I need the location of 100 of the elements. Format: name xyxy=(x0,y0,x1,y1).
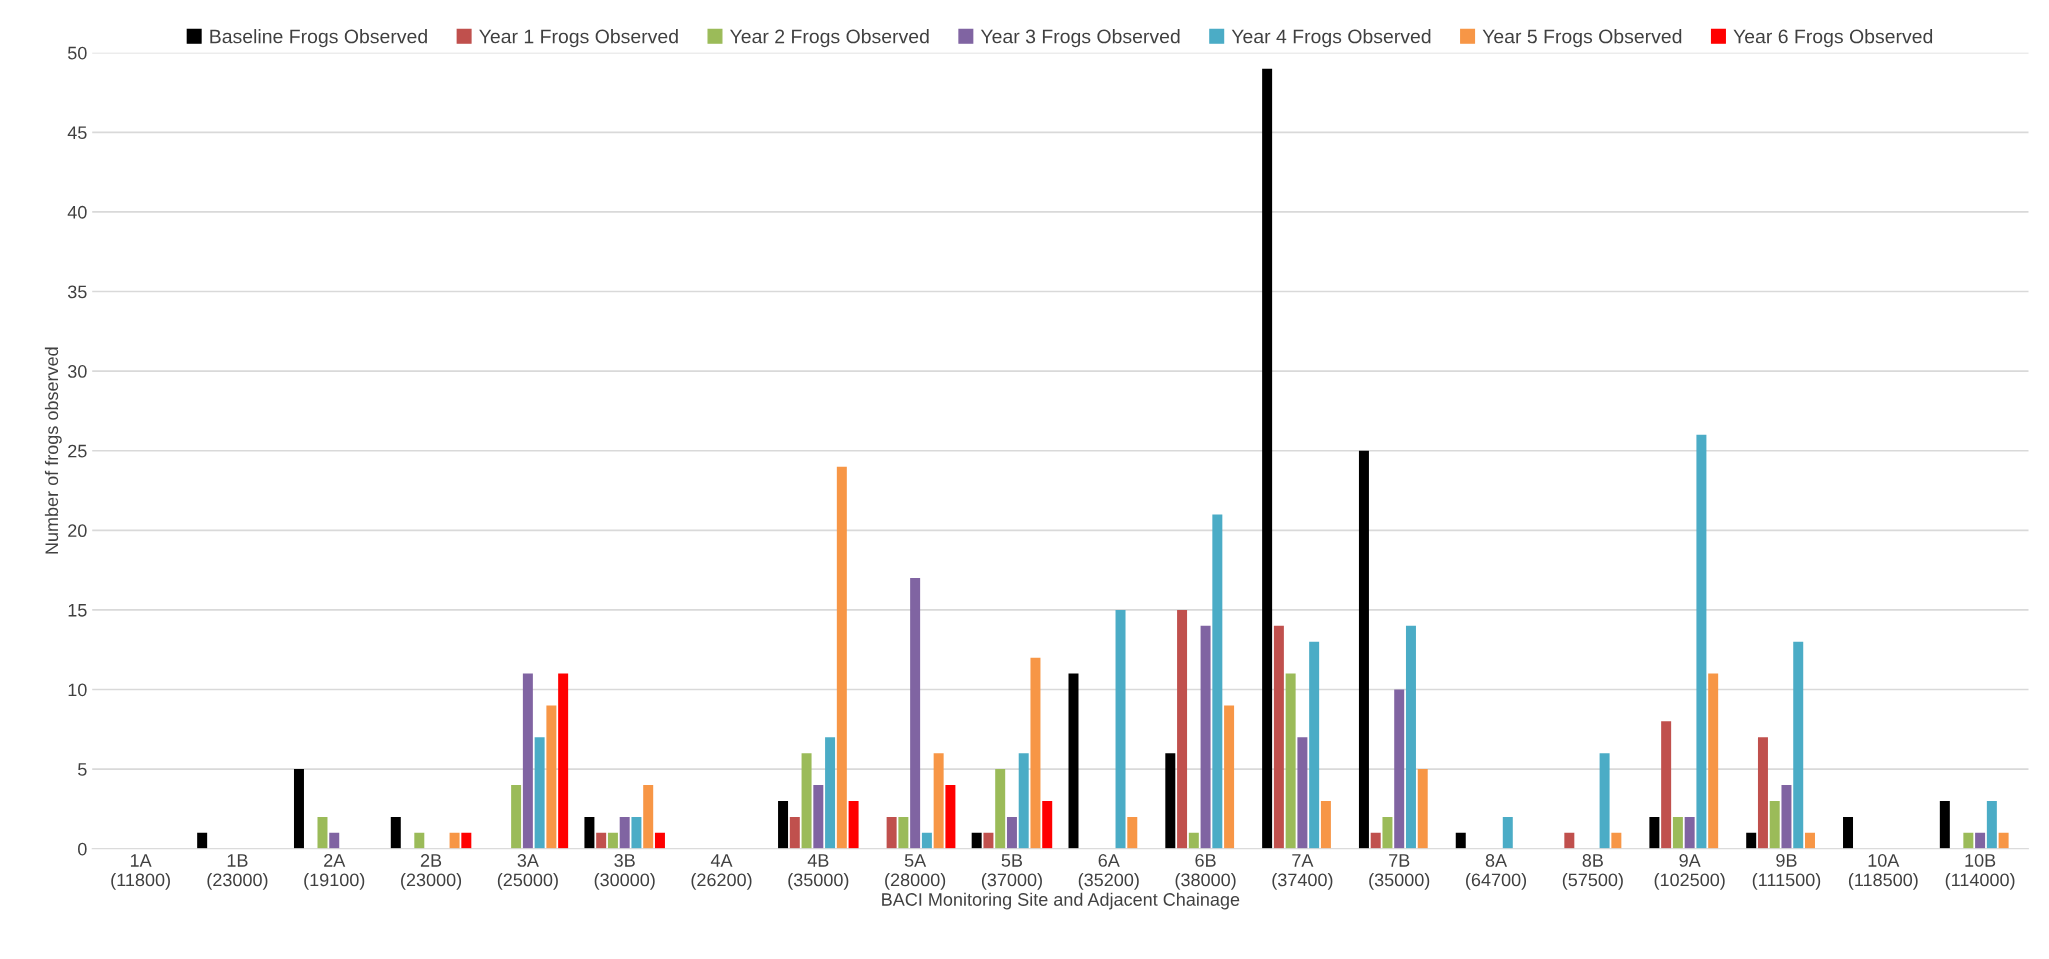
bar xyxy=(197,832,208,849)
bar xyxy=(1006,816,1017,849)
bar xyxy=(631,816,642,849)
x-tick-label: 8A (64700) xyxy=(1466,854,1527,890)
bar xyxy=(558,673,569,849)
bar xyxy=(317,816,328,849)
bar xyxy=(1502,816,1513,849)
bar xyxy=(329,832,340,849)
bar xyxy=(1455,832,1466,849)
legend-label: Baseline Frogs Observed xyxy=(210,29,427,48)
bar xyxy=(1684,816,1695,849)
bar xyxy=(1309,641,1320,849)
x-tick-label: 10A (118500) xyxy=(1848,854,1918,890)
x-tick-label: 9B (111500) xyxy=(1752,854,1821,890)
y-tick-label: 15 xyxy=(68,604,87,617)
bar xyxy=(1018,753,1029,849)
bar xyxy=(801,753,812,849)
x-tick-label: 6B (38000) xyxy=(1175,854,1236,890)
bar xyxy=(1611,832,1622,849)
bar xyxy=(1781,785,1792,849)
bar xyxy=(1382,816,1393,849)
x-tick-label: 4B (35000) xyxy=(788,854,849,890)
x-tick-label: 5A (28000) xyxy=(885,854,946,890)
bar xyxy=(933,753,944,849)
bar xyxy=(1661,721,1672,849)
y-tick-label: 25 xyxy=(68,444,87,458)
bar xyxy=(1963,832,1974,849)
bar xyxy=(1793,641,1804,849)
bar xyxy=(1115,609,1126,849)
bar xyxy=(607,832,618,849)
legend-label: Year 6 Frogs Observed xyxy=(1733,29,1933,48)
bar xyxy=(1285,673,1296,849)
bar xyxy=(1177,609,1188,849)
bar xyxy=(825,737,836,849)
bar xyxy=(1394,689,1405,849)
bar xyxy=(534,737,545,849)
legend-label: Year 3 Frogs Observed xyxy=(980,29,1180,48)
bar xyxy=(643,785,654,849)
y-tick-label: 10 xyxy=(68,683,87,697)
bar xyxy=(1212,514,1223,849)
bar xyxy=(898,816,909,849)
bar xyxy=(1358,450,1369,849)
bar xyxy=(1188,832,1199,849)
bar xyxy=(654,832,665,849)
x-tick-label: 2B (23000) xyxy=(401,854,462,890)
bar xyxy=(1042,800,1053,849)
bar xyxy=(1757,737,1768,849)
bar xyxy=(1599,753,1610,849)
bar xyxy=(945,785,956,849)
x-axis-title: BACI Monitoring Site and Adjacent Chainage xyxy=(882,892,1240,910)
bar xyxy=(1564,832,1575,849)
x-tick-label: 2A (19100) xyxy=(304,854,365,890)
x-tick-label: 10B (114000) xyxy=(1945,854,2015,890)
x-tick-label: 5B (37000) xyxy=(981,854,1042,890)
bar xyxy=(293,769,304,849)
bar xyxy=(390,816,401,849)
bar xyxy=(1127,816,1138,849)
y-tick-label: 45 xyxy=(67,126,87,140)
bar xyxy=(461,832,472,849)
bar xyxy=(619,816,630,849)
bar xyxy=(511,785,522,849)
bar xyxy=(1262,68,1273,849)
bar xyxy=(1224,705,1235,849)
bar xyxy=(1297,737,1308,849)
x-tick-label: 3A (25000) xyxy=(497,854,558,890)
bar xyxy=(1320,800,1331,849)
x-tick-label: 6A (35200) xyxy=(1078,854,1139,890)
legend-label: Year 4 Frogs Observed xyxy=(1231,29,1431,48)
y-tick-label: 35 xyxy=(67,285,87,299)
bar xyxy=(1370,832,1381,849)
bar xyxy=(546,705,557,849)
x-tick-label: 7A (37400) xyxy=(1272,854,1333,890)
x-tick-label: 1B (23000) xyxy=(207,854,268,890)
bar xyxy=(449,832,460,849)
bar xyxy=(584,816,595,849)
y-tick-label: 40 xyxy=(67,205,87,219)
legend-label: Year 1 Frogs Observed xyxy=(479,29,678,48)
bar xyxy=(1405,625,1416,849)
x-tick-label: 9A (102500) xyxy=(1654,854,1725,890)
bar xyxy=(836,466,847,849)
bar xyxy=(1165,753,1176,849)
legend-label: Year 2 Frogs Observed xyxy=(730,29,929,48)
x-tick-label: 3B (30000) xyxy=(594,854,655,890)
legend-label: Year 5 Frogs Observed xyxy=(1482,29,1682,48)
bar xyxy=(522,673,533,849)
bar xyxy=(995,769,1006,849)
bar xyxy=(1998,832,2009,849)
bar xyxy=(596,832,607,849)
bar xyxy=(1804,832,1815,849)
bar xyxy=(1273,625,1284,849)
y-axis-title: Number of frogs observed xyxy=(44,347,62,554)
bar xyxy=(414,832,425,849)
bar xyxy=(1975,832,1986,849)
bar xyxy=(1200,625,1211,849)
bar xyxy=(910,578,921,849)
bar xyxy=(1843,816,1854,849)
bar xyxy=(1746,832,1757,849)
bar xyxy=(1696,434,1707,849)
bar xyxy=(1672,816,1683,849)
bar xyxy=(848,800,859,849)
